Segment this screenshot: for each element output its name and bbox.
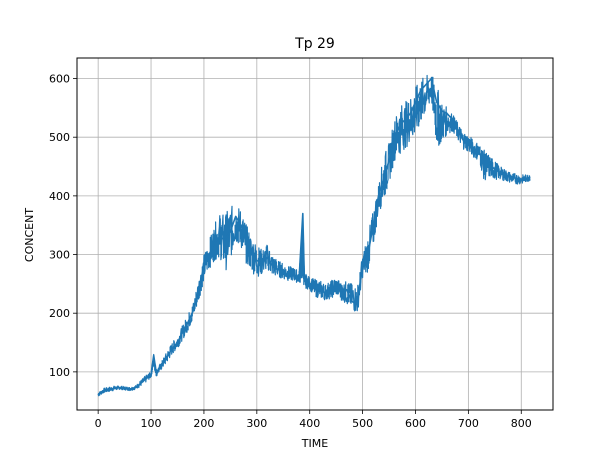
y-tick-label: 200 bbox=[49, 307, 70, 320]
y-tick-label: 100 bbox=[49, 366, 70, 379]
x-tick-label: 400 bbox=[299, 417, 320, 430]
y-axis-label: CONCENT bbox=[23, 208, 36, 262]
x-tick-label: 800 bbox=[511, 417, 532, 430]
series-line bbox=[97, 77, 531, 395]
x-axis-label: TIME bbox=[301, 437, 328, 450]
data-layer bbox=[97, 74, 531, 397]
x-tick-label: 100 bbox=[141, 417, 162, 430]
x-tick-label: 300 bbox=[246, 417, 267, 430]
plot-frame bbox=[76, 57, 554, 411]
grid-lines bbox=[77, 58, 553, 410]
x-tick-label: 500 bbox=[352, 417, 373, 430]
series-fluctuation bbox=[97, 74, 531, 397]
y-tick-label: 500 bbox=[49, 131, 70, 144]
x-tick-label: 700 bbox=[458, 417, 479, 430]
y-tick-label: 300 bbox=[49, 249, 70, 262]
x-tick-label: 600 bbox=[405, 417, 426, 430]
x-axis-ticks: 0 100 200 300 400 500 600 700 800 bbox=[95, 410, 532, 430]
chart-title: Tp 29 bbox=[294, 36, 335, 52]
x-tick-label: 200 bbox=[193, 417, 214, 430]
y-tick-label: 600 bbox=[49, 73, 70, 86]
y-tick-label: 400 bbox=[49, 190, 70, 203]
x-tick-label: 0 bbox=[95, 417, 102, 430]
y-axis-ticks: 100 200 300 400 500 600 bbox=[49, 73, 77, 379]
